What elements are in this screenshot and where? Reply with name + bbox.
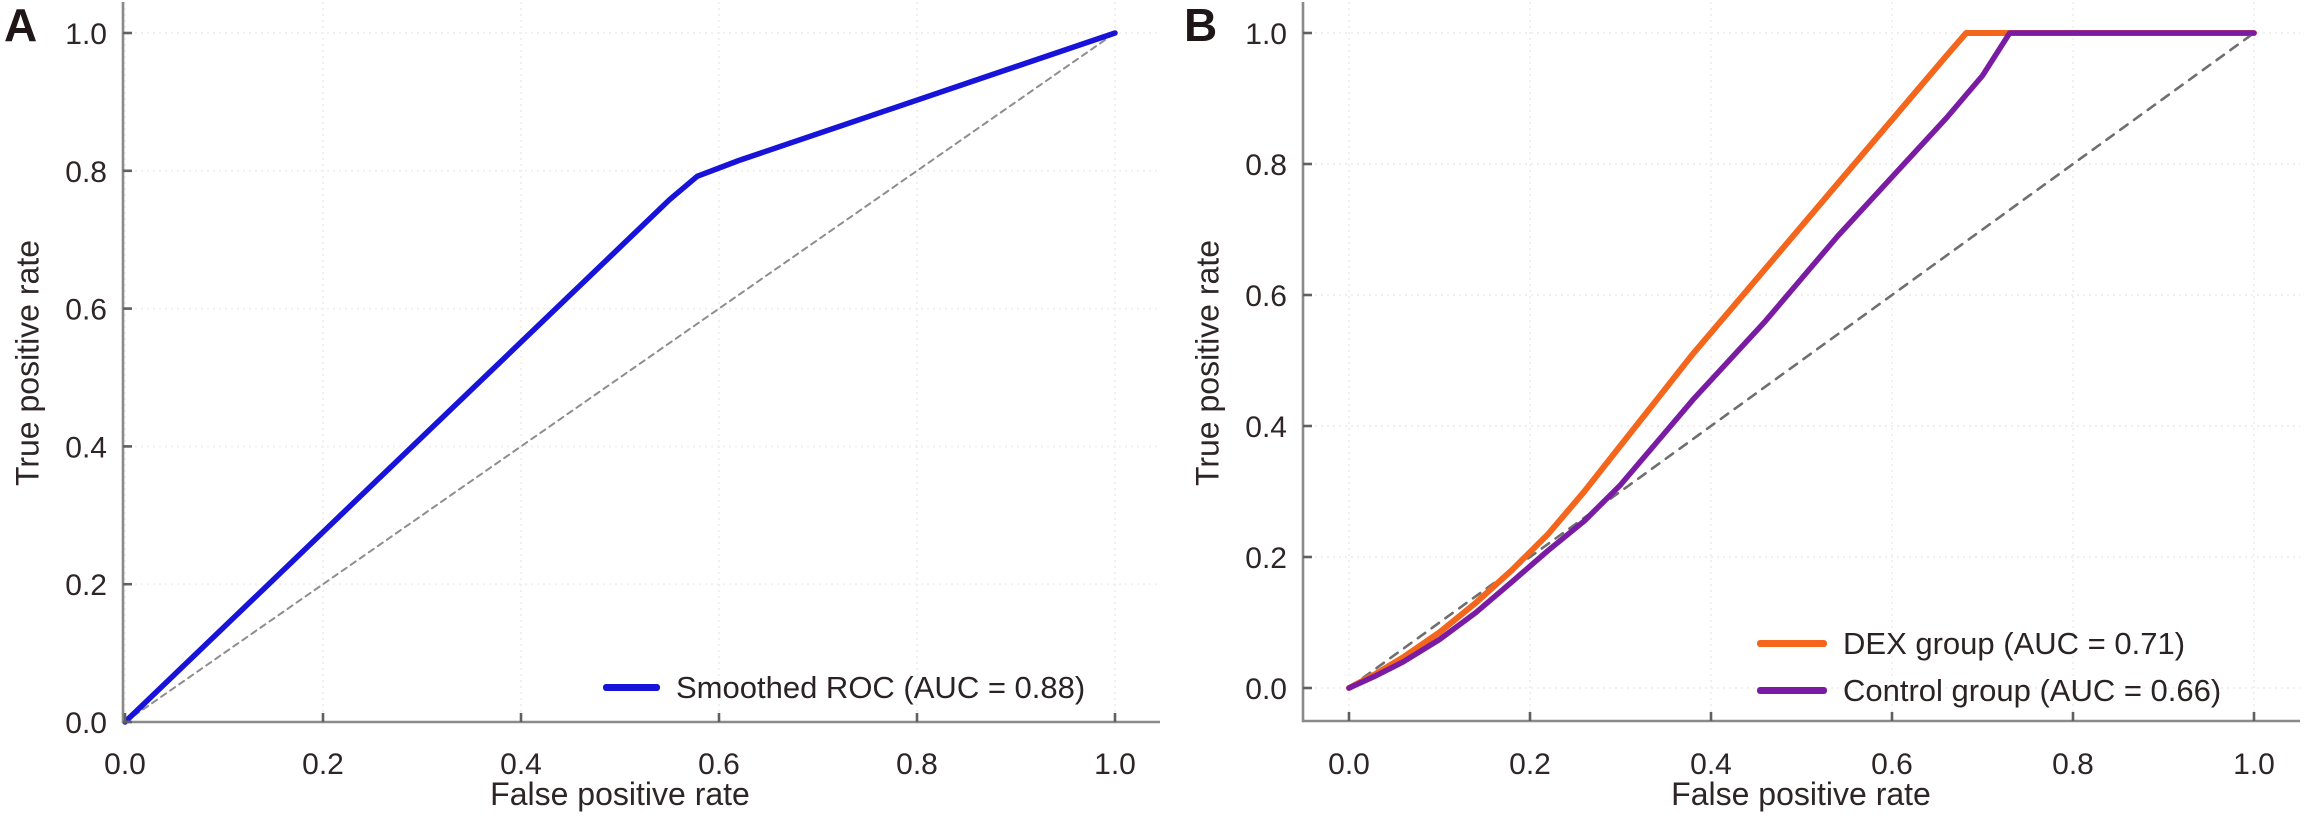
y-tick-label: 0.2: [1245, 542, 1287, 575]
legend-line-swatch: [603, 684, 660, 691]
panel-b-y-axis-title: True positive rate: [1189, 239, 1226, 487]
legend-item: DEX group (AUC = 0.71): [1757, 620, 2221, 667]
y-tick-label: 0.8: [1245, 149, 1287, 182]
panel-b-letter: B: [1184, 0, 1218, 51]
y-tick-label: 0.0: [65, 707, 107, 740]
y-tick-label: 0.4: [65, 431, 107, 464]
chance-diagonal-line: [124, 32, 1116, 723]
x-tick-label: 0.4: [1690, 748, 1732, 781]
panel-a-legend: Smoothed ROC (AUC = 0.88): [603, 664, 1085, 711]
y-tick-label: 0.4: [1245, 411, 1287, 444]
panel-b-legend: DEX group (AUC = 0.71) Control group (AUC…: [1757, 620, 2221, 714]
panel-b-x-axis-title: False positive rate: [1671, 776, 1931, 812]
y-tick-label: 0.6: [65, 294, 107, 327]
panel-a-y-axis-title: True positive rate: [9, 239, 46, 487]
x-tick-label: 0.8: [2052, 748, 2094, 781]
x-tick-label: 0.2: [302, 748, 344, 781]
legend-line-swatch: [1757, 687, 1827, 694]
x-tick-label: 0.6: [698, 748, 740, 781]
y-tick-label: 1.0: [65, 18, 107, 51]
x-tick-label: 1.0: [2233, 748, 2275, 781]
y-tick-label: 0.0: [1245, 673, 1287, 706]
x-tick-label: 0.6: [1871, 748, 1913, 781]
legend-item: Control group (AUC = 0.66): [1757, 667, 2221, 714]
y-tick-label: 0.2: [65, 569, 107, 602]
roc-curve: [1346, 30, 2257, 691]
panel-a-x-axis-title: False positive rate: [490, 776, 750, 812]
roc-curve: [1346, 30, 2257, 691]
roc-curve: [122, 30, 1118, 725]
legend-line-swatch: [1757, 640, 1827, 647]
panel-a: 0.0 0.2 0.4 0.6 0.8 1.0 0.0 0.2 0.4 0.6 0.8 1.0: [65, 2, 1160, 781]
legend-label: DEX group (AUC = 0.71): [1843, 625, 2186, 661]
x-tick-label: 0.8: [896, 748, 938, 781]
legend-label: Smoothed ROC (AUC = 0.88): [676, 669, 1086, 705]
x-tick-label: 0.4: [500, 748, 542, 781]
x-tick-label: 0.0: [1328, 748, 1370, 781]
chance-diagonal-line: [1347, 31, 2256, 690]
x-tick-label: 1.0: [1094, 748, 1136, 781]
y-tick-label: 0.6: [1245, 280, 1287, 313]
x-tick-label: 0.0: [104, 748, 146, 781]
y-tick-label: 1.0: [1245, 18, 1287, 51]
y-tick-label: 0.8: [65, 156, 107, 189]
legend-label: Control group (AUC = 0.66): [1843, 672, 2222, 708]
panel-a-letter: A: [4, 0, 38, 51]
legend-item: Smoothed ROC (AUC = 0.88): [603, 664, 1085, 711]
x-tick-label: 0.2: [1509, 748, 1551, 781]
